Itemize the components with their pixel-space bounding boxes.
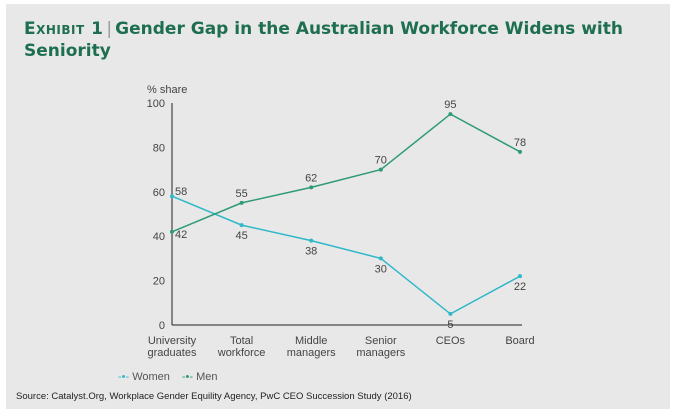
chart-title: Exhibit 1 | Gender Gap in the Australian W… — [24, 18, 644, 62]
data-label: 58 — [175, 186, 187, 198]
x-tick-label: managers — [356, 347, 405, 359]
data-point-women — [518, 274, 522, 279]
x-tick-label: workforce — [217, 347, 266, 359]
data-label: 22 — [514, 281, 526, 293]
data-point-women — [378, 256, 383, 261]
data-label: 62 — [305, 172, 317, 184]
title-text: Gender Gap in the Australian Workforce W… — [24, 19, 623, 61]
data-point-men — [518, 149, 522, 154]
y-tick-label: 40 — [153, 231, 165, 243]
data-label: 45 — [235, 230, 247, 242]
legend-item-women: -•- Women — [118, 371, 176, 383]
legend-item-men: -•- Men — [182, 371, 224, 383]
exhibit-panel — [6, 4, 670, 409]
data-point-women — [239, 223, 244, 228]
data-label: 38 — [305, 246, 317, 258]
x-tick-label: University — [148, 335, 197, 347]
data-point-men — [378, 167, 383, 172]
y-tick-label: 0 — [159, 320, 165, 332]
y-axis-label: % share — [147, 84, 187, 96]
x-tick-label: Senior — [365, 335, 397, 347]
x-tick-label: graduates — [148, 347, 197, 359]
x-tick-label: Middle — [295, 335, 327, 347]
data-label: 70 — [375, 155, 387, 167]
data-point-women — [448, 311, 453, 316]
legend: -•- Women -•- Men — [118, 371, 229, 383]
data-label: 55 — [235, 188, 247, 200]
data-point-men — [309, 185, 314, 190]
y-tick-label: 60 — [153, 187, 165, 199]
legend-marker-icon: -•- — [118, 371, 130, 383]
data-point-women — [170, 194, 174, 199]
data-label: 95 — [444, 99, 456, 111]
y-tick-label: 20 — [153, 276, 165, 288]
x-tick-label: managers — [287, 347, 336, 359]
title-divider: | — [106, 19, 113, 39]
source-note: Source: Catalyst.Org, Workplace Gender E… — [16, 391, 412, 402]
x-tick-label: Board — [505, 335, 534, 347]
x-tick-label: Total — [230, 335, 253, 347]
y-tick-label: 80 — [153, 142, 165, 154]
legend-marker-icon: -•- — [181, 371, 194, 383]
data-label: 42 — [175, 229, 187, 241]
legend-label: Women — [132, 371, 170, 383]
data-point-men — [448, 112, 453, 117]
data-point-men — [170, 229, 174, 234]
data-point-men — [239, 200, 244, 205]
exhibit-number: Exhibit 1 — [24, 19, 104, 39]
data-label: 30 — [375, 263, 387, 275]
series-line-men — [171, 113, 521, 233]
x-tick-label: CEOs — [436, 335, 466, 347]
y-tick-label: 100 — [147, 98, 165, 110]
legend-label: Men — [196, 371, 218, 383]
data-point-women — [309, 238, 314, 243]
data-label: 78 — [514, 137, 526, 149]
series-line-women — [171, 195, 521, 315]
data-label: 5 — [447, 319, 453, 331]
